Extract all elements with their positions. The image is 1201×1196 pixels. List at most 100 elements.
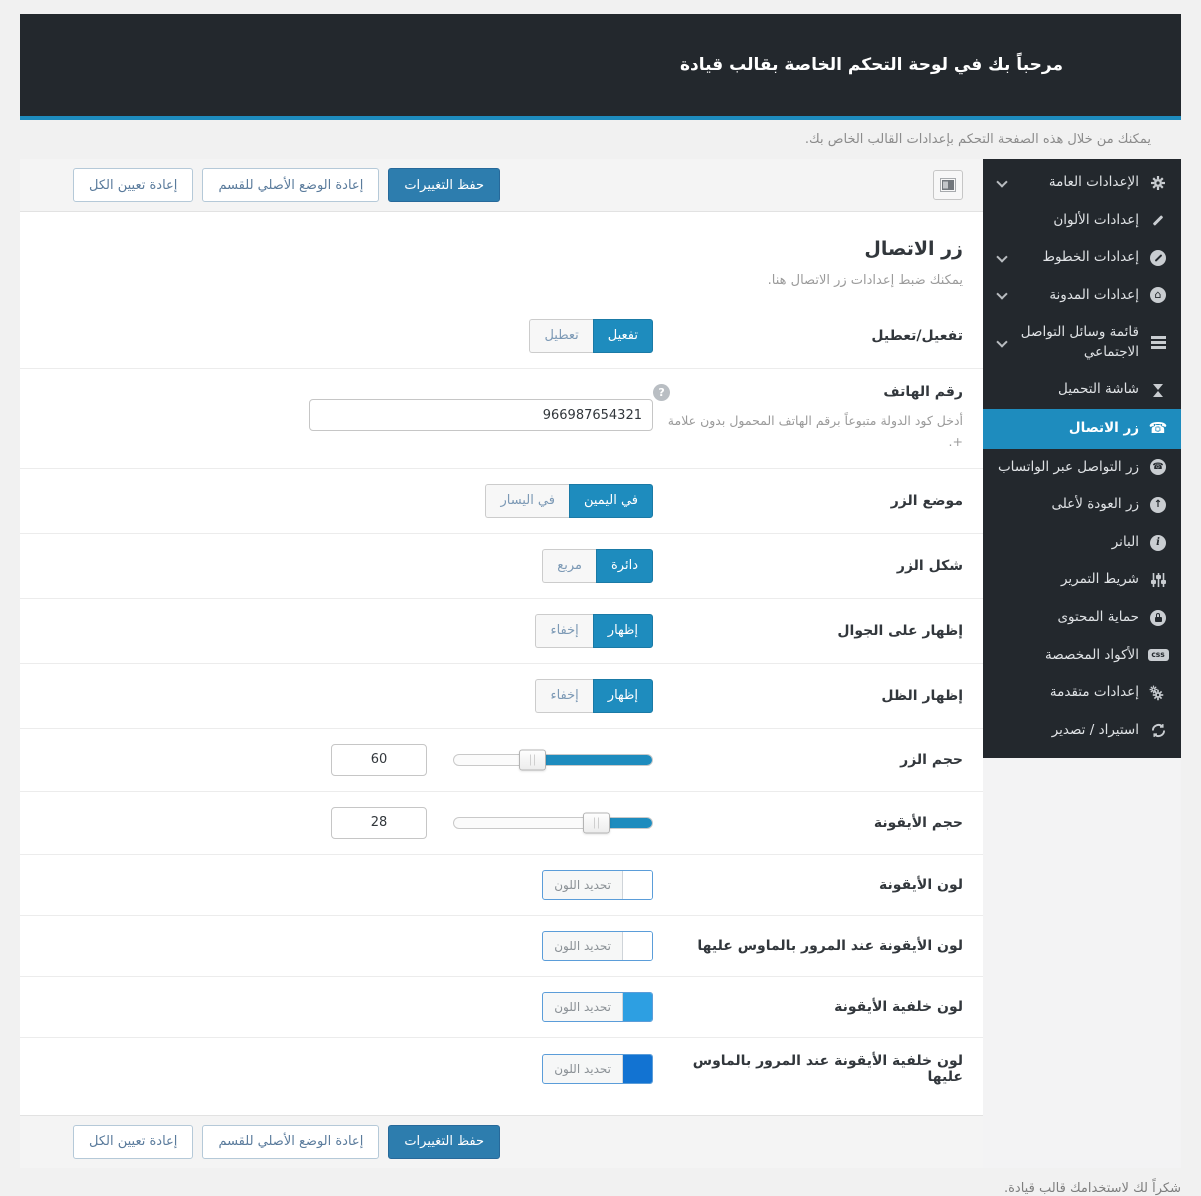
shadow-show-button[interactable]: إظهار: [592, 678, 653, 713]
setting-label: لون الأيقونة عند المرور بالماوس عليها: [697, 937, 963, 954]
chevron-down-icon: [996, 253, 1008, 263]
mobile-hide-button[interactable]: إخفاء: [535, 613, 593, 648]
sidebar-item-content-protection[interactable]: حماية المحتوى: [983, 599, 1181, 637]
icon-bg-color-picker-button[interactable]: تحديد اللون: [542, 991, 653, 1022]
footer-thanks-text: شكراً لك لاستخدامك قالب قيادة.: [1003, 1180, 1181, 1196]
pencil-circle-icon: [1148, 249, 1168, 266]
sidebar-item-general-settings[interactable]: الإعدادات العامة: [983, 164, 1181, 202]
sidebar-item-call-button[interactable]: زر الاتصال: [983, 408, 1181, 449]
top-toolbar: حفظ التغييرات إعادة الوضع الأصلي للقسم إ…: [20, 159, 983, 212]
setting-row-icon-color: لون الأيقونة تحديد اللون: [20, 855, 983, 916]
sync-icon: [1148, 723, 1168, 738]
sidebar-item-label: زر التواصل عبر الواتساب: [997, 458, 1139, 475]
position-left-button[interactable]: في اليسار: [485, 483, 569, 518]
button-size-input[interactable]: [331, 743, 427, 776]
paintbrush-icon: [1148, 213, 1168, 227]
question-help-icon[interactable]: [653, 384, 670, 401]
setting-label: شكل الزر: [896, 557, 963, 574]
slider-fill: [596, 817, 652, 828]
sidebar-item-custom-codes[interactable]: الأكواد المخصصة: [983, 637, 1181, 675]
icon-bg-hover-color-picker-button[interactable]: تحديد اللون: [542, 1053, 653, 1084]
gear-icon: [1148, 175, 1168, 191]
sidebar-item-label: البانر: [1111, 533, 1139, 550]
icon-size-input[interactable]: [331, 806, 427, 839]
section-description: يمكنك ضبط إعدادات زر الاتصال هنا.: [767, 273, 963, 288]
sidebar-item-label: قائمة وسائل التواصل الاجتماعي: [1020, 324, 1139, 360]
setting-label: إظهار الظل: [881, 687, 963, 704]
setting-label: موضع الزر: [890, 492, 963, 509]
slider-handle[interactable]: [582, 812, 610, 833]
sidebar-item-blog-settings[interactable]: إعدادات المدونة: [983, 277, 1181, 315]
setting-label: لون خلفية الأيقونة عند المرور بالماوس عل…: [692, 1052, 963, 1085]
icon-size-slider[interactable]: [453, 812, 653, 833]
enable-off-button[interactable]: تعطيل: [529, 319, 593, 353]
shape-circle-button[interactable]: دائرة: [595, 548, 653, 583]
sidebar-item-whatsapp-button[interactable]: زر التواصل عبر الواتساب: [983, 449, 1181, 487]
section-head: زر الاتصال يمكنك ضبط إعدادات زر الاتصال …: [20, 212, 983, 304]
shape-square-button[interactable]: مربع: [542, 548, 596, 583]
reset-section-button[interactable]: إعادة الوضع الأصلي للقسم: [202, 1124, 380, 1159]
setting-label: لون خلفية الأيقونة: [834, 998, 963, 1015]
sidebar-menu: الإعدادات العامة إعدادات الألوان إعدادات…: [983, 159, 1181, 759]
icon-color-picker-button[interactable]: تحديد اللون: [542, 869, 653, 900]
shadow-toggle-group: إظهار إخفاء: [535, 678, 653, 713]
setting-row-enable: تفعيل/تعطيل تفعيل تعطيل: [20, 304, 983, 369]
sidebar-item-import-export[interactable]: استيراد / تصدير: [983, 712, 1181, 750]
setting-label: حجم الأيقونة: [873, 814, 963, 831]
main-area: الإعدادات العامة إعدادات الألوان إعدادات…: [20, 159, 1181, 1168]
sidebar-item-font-settings[interactable]: إعدادات الخطوط: [983, 239, 1181, 277]
reset-section-button[interactable]: إعادة الوضع الأصلي للقسم: [202, 168, 380, 202]
toolbar-buttons: حفظ التغييرات إعادة الوضع الأصلي للقسم إ…: [73, 168, 501, 202]
enable-on-button[interactable]: تفعيل: [592, 319, 653, 353]
sidebar-item-label: إعدادات المدونة: [1049, 286, 1139, 303]
setting-row-position: موضع الزر في اليمين في اليسار: [20, 469, 983, 534]
sidebar-item-social-media[interactable]: قائمة وسائل التواصل الاجتماعي: [983, 314, 1181, 371]
sidebar-item-loading-screen[interactable]: شاشة التحميل: [983, 371, 1181, 409]
save-changes-button[interactable]: حفظ التغييرات: [388, 168, 501, 202]
sidebar-item-label: الأكواد المخصصة: [1045, 646, 1139, 663]
icon-hover-color-picker-button[interactable]: تحديد اللون: [542, 930, 653, 961]
setting-row-shape: شكل الزر دائرة مربع: [20, 534, 983, 599]
settings-sidebar: الإعدادات العامة إعدادات الألوان إعدادات…: [983, 159, 1181, 1168]
mobile-toggle-group: إظهار إخفاء: [535, 613, 653, 648]
sliders-icon: [1148, 573, 1168, 588]
setting-row-icon-bg-hover-color: لون خلفية الأيقونة عند المرور بالماوس عل…: [20, 1038, 983, 1115]
setting-row-icon-hover-color: لون الأيقونة عند المرور بالماوس عليها تح…: [20, 916, 983, 977]
lock-circle-icon: [1148, 609, 1168, 626]
reset-all-button[interactable]: إعادة تعيين الكل: [73, 168, 194, 202]
setting-label: حجم الزر: [900, 751, 963, 768]
settings-panel: حفظ التغييرات إعادة الوضع الأصلي للقسم إ…: [20, 159, 983, 1168]
position-right-button[interactable]: في اليمين: [568, 483, 653, 518]
save-changes-button[interactable]: حفظ التغييرات: [388, 1124, 501, 1159]
button-size-slider[interactable]: [453, 749, 653, 770]
sidebar-item-banner[interactable]: البانر: [983, 524, 1181, 562]
phone-number-input[interactable]: [309, 399, 653, 431]
sidebar-item-label: شاشة التحميل: [1057, 381, 1139, 398]
mobile-show-button[interactable]: إظهار: [592, 613, 653, 648]
page-title: مرحباً بك في لوحة التحكم الخاصة بقالب قي…: [679, 55, 1063, 75]
sidebar-item-label: شريط التمرير: [1060, 571, 1139, 588]
slider-fill: [533, 754, 652, 765]
sidebar-item-label: زر الاتصال: [1068, 420, 1139, 437]
slider-handle[interactable]: [519, 749, 547, 770]
chevron-down-icon: [996, 178, 1008, 188]
enable-toggle-group: تفعيل تعطيل: [529, 319, 653, 353]
layout-toggle-icon[interactable]: [933, 170, 963, 200]
list-icon: [1148, 336, 1168, 350]
reset-all-button[interactable]: إعادة تعيين الكل: [73, 1124, 194, 1159]
info-circle-icon: [1148, 534, 1168, 551]
section-title: زر الاتصال: [864, 238, 963, 260]
sidebar-item-color-settings[interactable]: إعدادات الألوان: [983, 202, 1181, 240]
arrow-up-circle-icon: [1148, 497, 1168, 514]
shadow-hide-button[interactable]: إخفاء: [535, 678, 593, 713]
setting-row-button-size: حجم الزر: [20, 729, 983, 792]
setting-row-show-mobile: إظهار على الجوال إظهار إخفاء: [20, 599, 983, 664]
sidebar-item-advanced-settings[interactable]: إعدادات متقدمة: [983, 674, 1181, 712]
sidebar-item-back-to-top[interactable]: زر العودة لأعلى: [983, 486, 1181, 524]
setting-row-shadow: إظهار الظل إظهار إخفاء: [20, 664, 983, 729]
sidebar-item-slider-bar[interactable]: شريط التمرير: [983, 561, 1181, 599]
sidebar-item-label: استيراد / تصدير: [1051, 721, 1139, 738]
chevron-down-icon: [996, 338, 1008, 348]
chevron-down-icon: [996, 290, 1008, 300]
css-badge-icon: [1147, 649, 1169, 662]
